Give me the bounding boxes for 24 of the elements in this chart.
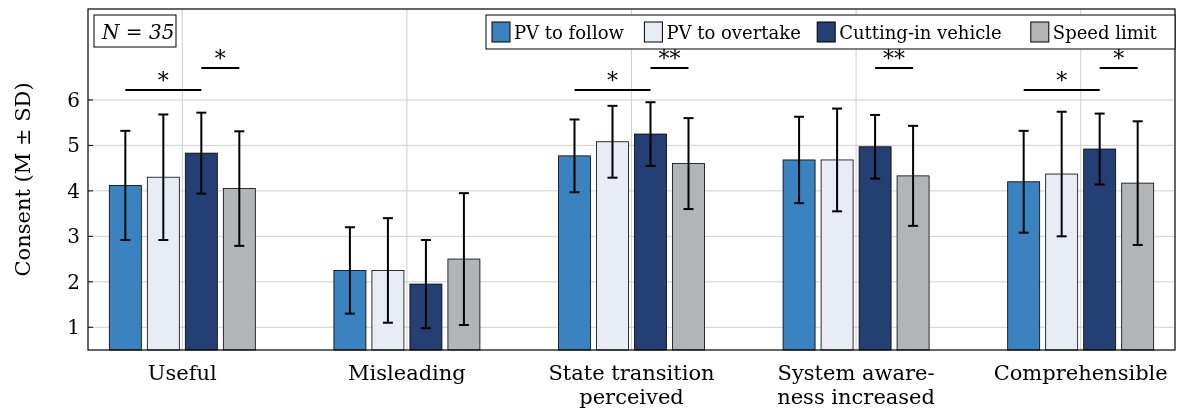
y-tick-label: 5 [67,133,80,158]
legend-label: Speed limit [1052,22,1158,43]
annotation: * [157,68,169,93]
x-tick-label: Useful [147,361,218,385]
x-tick-label: Comprehensible [993,361,1168,385]
y-tick-label: 6 [67,87,80,112]
annotation: ** [658,46,681,71]
y-tick-label: 4 [67,178,80,203]
annotation: * [1113,46,1125,71]
legend-label: PV to follow [514,22,625,43]
y-axis-title: Consent (M ± SD) [11,82,35,277]
y-tick-label: 1 [67,315,80,340]
x-tick-label: System aware- ness increased [777,361,935,409]
annotation: * [607,68,618,93]
x-tick-label: State transition perceived [548,361,715,409]
annotation: N = 35 [101,20,175,44]
y-tick-label: 3 [67,224,80,249]
y-tick-label: 2 [67,269,80,294]
legend-label: PV to overtake [666,22,801,43]
annotation: ** [883,46,906,71]
annotation: * [1056,68,1068,93]
legend-label: Cutting-in vehicle [839,22,1002,43]
x-tick-label: Misleading [348,361,466,385]
annotation: * [214,46,226,71]
